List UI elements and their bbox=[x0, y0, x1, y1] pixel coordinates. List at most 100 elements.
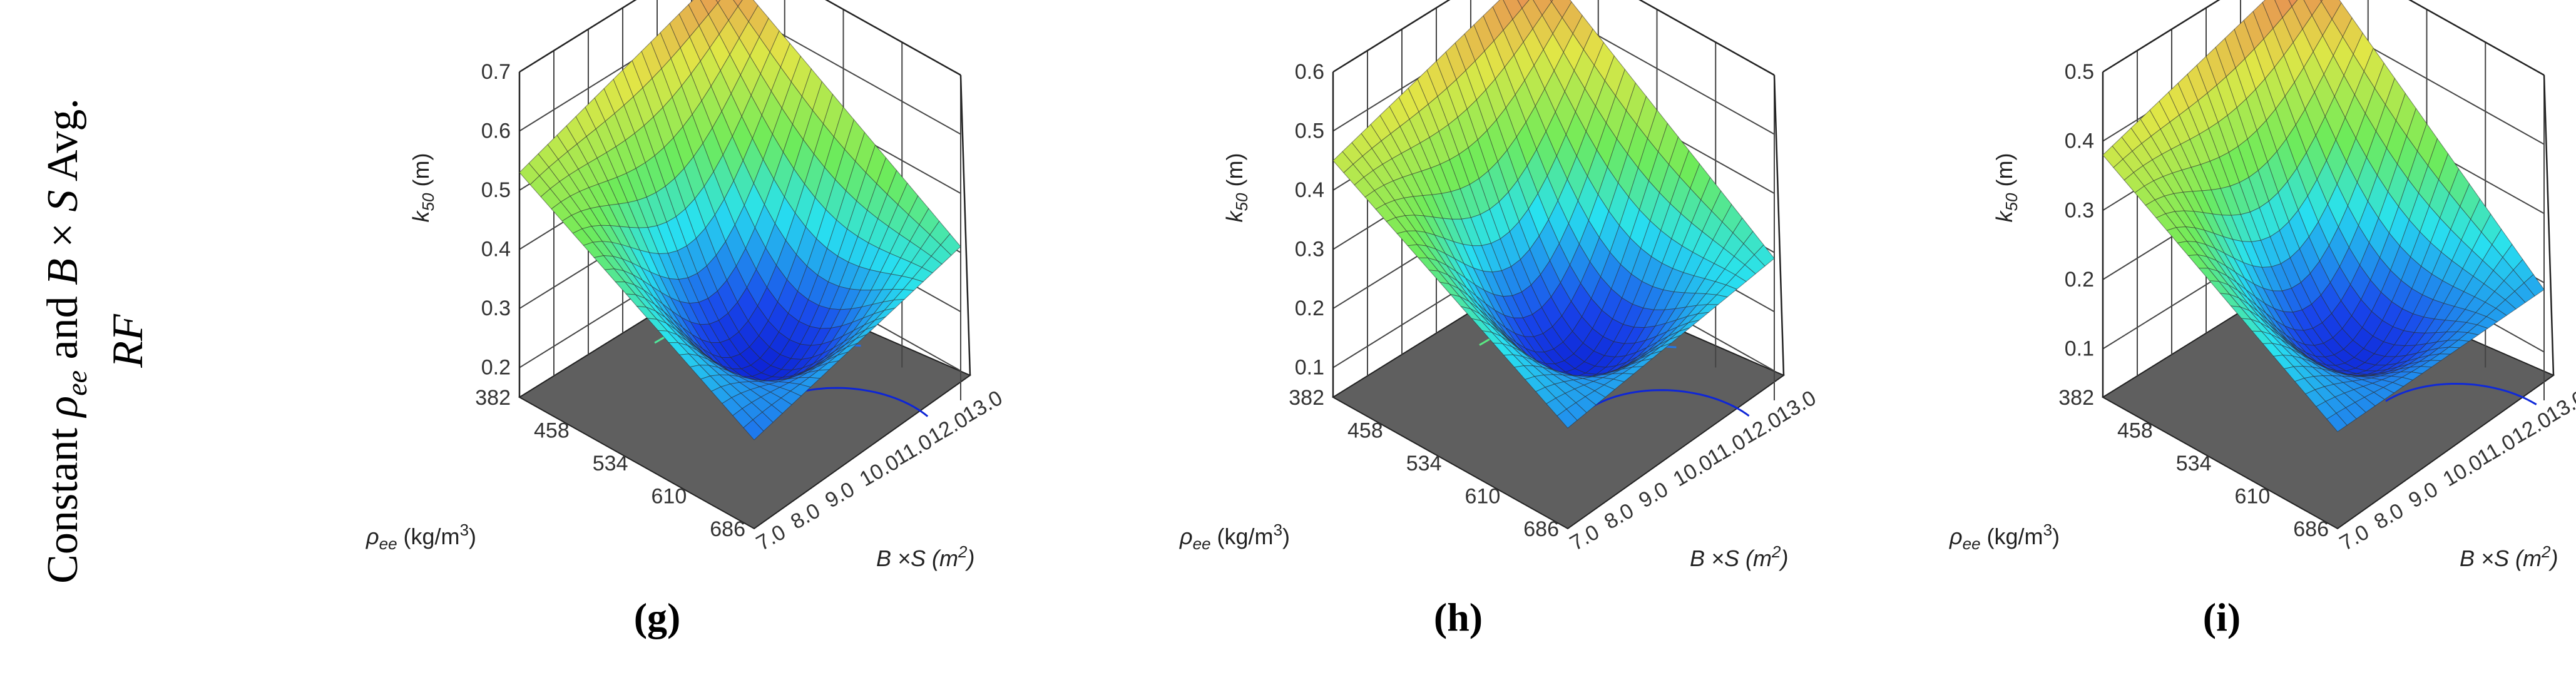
row-label-times: × bbox=[39, 211, 87, 259]
z-tick-label-i-1: 0.2 bbox=[2065, 268, 2094, 292]
wall-top-edge-g bbox=[519, 0, 961, 76]
floor-contour-h-0 bbox=[1590, 389, 1750, 417]
panel-caption-i: (i) bbox=[2202, 595, 2241, 639]
rho-axis-label-sup-h: 3 bbox=[1274, 520, 1282, 539]
bs-axis-label-main-h: B ×S (m bbox=[1690, 545, 1772, 571]
rho-axis-label-unit-i: (kg/m bbox=[1981, 524, 2043, 549]
z-axis-label-sub-i: 50 bbox=[2002, 193, 2021, 211]
row-label: Constant ρee and B × S Avg. RF bbox=[38, 0, 152, 685]
bs-axis-label-g: B ×S (m2) bbox=[876, 542, 975, 571]
z-axis-label-main-h: k bbox=[1222, 210, 1247, 222]
right-wall-edge-i bbox=[2543, 74, 2555, 376]
right-wall-edge-h bbox=[1773, 74, 1785, 376]
z-tick-label-h-5: 0.6 bbox=[1295, 60, 1324, 84]
bs-tick-label-i-1: 8.0 bbox=[2370, 499, 2408, 534]
chart-panel-i: 0.1 0.2 0.3 0.4 0.5 382 458 534 610 686 7.0 8.0 9.0 1… bbox=[1909, 0, 2576, 681]
row-label-rho: ρ bbox=[39, 395, 87, 417]
rho-tick-label-g-0: 382 bbox=[475, 386, 511, 410]
rho-axis-label-sup-g: 3 bbox=[460, 520, 469, 539]
bs-axis-label-sup-g: 2 bbox=[958, 542, 968, 561]
floor-contour-i-0 bbox=[2385, 383, 2537, 405]
row-label-line1: Constant ρee and B × S Avg. bbox=[38, 0, 103, 685]
surface-mesh-g bbox=[519, 0, 961, 440]
z-tick-label-i-0: 0.1 bbox=[2065, 337, 2094, 361]
z-tick-label-g-4: 0.6 bbox=[481, 119, 511, 143]
rho-tick-label-h-0: 382 bbox=[1289, 386, 1324, 410]
chart-panel-h: 0.1 0.2 0.3 0.4 0.5 0.6 382 458 534 610 686 7.0 8.0 9… bbox=[1139, 0, 1915, 681]
row-label-avg: Avg. bbox=[39, 98, 87, 190]
bs-axis-label-sup-i: 2 bbox=[2541, 542, 2551, 561]
surface-cell-g-483 bbox=[743, 419, 764, 440]
bs-axis-label-close-g: ) bbox=[965, 545, 975, 571]
bs-tick-label-i-2: 9.0 bbox=[2405, 477, 2442, 513]
wall-top-edge-h bbox=[1332, 0, 1775, 76]
z-tick-label-i-2: 0.3 bbox=[2065, 198, 2094, 222]
z-tick-label-g-1: 0.3 bbox=[481, 297, 511, 320]
z-axis-label-h: k50 (m) bbox=[1222, 153, 1251, 223]
z-axis-label-unit-i: (m) bbox=[1991, 153, 2017, 193]
bs-axis-label-h: B ×S (m2) bbox=[1690, 542, 1789, 571]
surface-cell-h-483 bbox=[1556, 408, 1578, 429]
rho-axis-label-g: ρee (kg/m3) bbox=[365, 520, 476, 553]
row-label-mid: and bbox=[39, 285, 87, 370]
rho-axis-label-main-h: ρ bbox=[1179, 524, 1193, 549]
rho-tick-label-h-1: 458 bbox=[1347, 419, 1383, 443]
rho-axis-label-close-i: ) bbox=[2052, 524, 2060, 549]
z-axis-label-main-g: k bbox=[408, 210, 434, 222]
z-axis-label-sub-h: 50 bbox=[1232, 193, 1251, 211]
panel-caption-g: (g) bbox=[633, 595, 681, 639]
rho-tick-label-i-2: 534 bbox=[2176, 452, 2212, 475]
bs-axis-label-close-i: ) bbox=[2548, 545, 2558, 571]
rho-tick-label-i-0: 382 bbox=[2058, 386, 2094, 410]
surface-cell-g-1 bbox=[715, 0, 721, 4]
rho-axis-label-sub-g: ee bbox=[379, 534, 397, 553]
z-tick-label-g-0: 0.2 bbox=[481, 356, 511, 380]
z-tick-label-g-5: 0.7 bbox=[481, 60, 511, 84]
rho-tick-label-i-4: 686 bbox=[2293, 517, 2329, 541]
right-wall-edge-g bbox=[959, 74, 971, 376]
rho-axis-label-main-i: ρ bbox=[1949, 524, 1963, 549]
rho-axis-label-close-g: ) bbox=[469, 524, 476, 549]
rho-axis-label-sub-i: ee bbox=[1963, 534, 1981, 553]
bs-axis-label-main-g: B ×S (m bbox=[876, 545, 958, 571]
rho-tick-label-g-2: 534 bbox=[593, 452, 628, 475]
bs-tick-label-g-1: 8.0 bbox=[787, 499, 824, 534]
bs-axis-label-close-h: ) bbox=[1779, 545, 1789, 571]
rho-tick-label-g-1: 458 bbox=[534, 419, 570, 443]
surface-mesh-h bbox=[1332, 0, 1775, 429]
rho-tick-label-g-3: 610 bbox=[652, 485, 687, 509]
surface-cell-i-4 bbox=[2288, 0, 2298, 8]
z-tick-label-h-3: 0.4 bbox=[1295, 178, 1324, 202]
z-tick-label-g-2: 0.4 bbox=[481, 238, 511, 261]
z-tick-label-h-2: 0.3 bbox=[1295, 238, 1324, 261]
rho-axis-label-sup-i: 3 bbox=[2043, 520, 2052, 539]
rho-tick-label-h-2: 534 bbox=[1406, 452, 1442, 475]
chart-panel-g: 0.2 0.3 0.4 0.5 0.6 0.7 382 458 534 610 686 7.0 8.0 9… bbox=[325, 0, 1101, 681]
bs-tick-label-h-2: 9.0 bbox=[1635, 477, 1672, 513]
z-axis-label-g: k50 (m) bbox=[408, 153, 437, 223]
z-axis-label-unit-g: (m) bbox=[408, 153, 434, 193]
z-tick-label-i-3: 0.4 bbox=[2065, 129, 2094, 153]
rho-tick-label-i-3: 610 bbox=[2235, 485, 2271, 509]
bs-tick-label-h-1: 8.0 bbox=[1600, 499, 1638, 534]
wall-top-edge-i bbox=[2102, 0, 2545, 76]
bs-axis-label-sup-h: 2 bbox=[1771, 542, 1781, 561]
rho-tick-label-i-1: 458 bbox=[2117, 419, 2153, 443]
row-label-prefix: Constant bbox=[39, 417, 87, 584]
rho-axis-label-i: ρee (kg/m3) bbox=[1949, 520, 2060, 553]
z-tick-label-h-4: 0.5 bbox=[1295, 119, 1324, 143]
bs-tick-label-g-2: 9.0 bbox=[821, 477, 859, 513]
row-label-line2: RF bbox=[104, 314, 152, 368]
bs-axis-label-i: B ×S (m2) bbox=[2460, 542, 2558, 571]
rho-axis-label-h: ρee (kg/m3) bbox=[1179, 520, 1290, 553]
rho-axis-label-unit-g: (kg/m bbox=[397, 524, 460, 549]
z-tick-label-h-1: 0.2 bbox=[1295, 297, 1324, 320]
row-label-rho-sub: ee bbox=[61, 370, 93, 396]
rho-tick-label-g-4: 686 bbox=[710, 517, 745, 541]
z-axis-label-main-i: k bbox=[1991, 210, 2017, 222]
bs-axis-label-main-i: B ×S (m bbox=[2460, 545, 2542, 571]
z-axis-label-i: k50 (m) bbox=[1991, 153, 2021, 223]
